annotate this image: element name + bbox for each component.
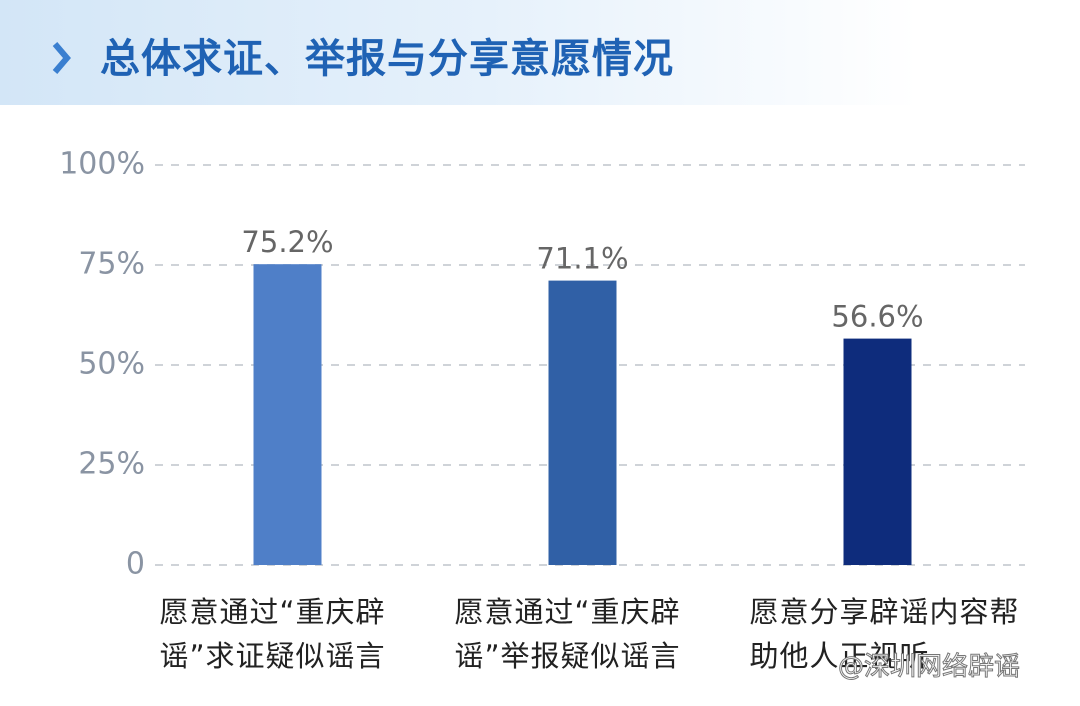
y-tick-label: 25% (78, 447, 145, 482)
value-label: 56.6% (831, 300, 923, 334)
bar (548, 280, 617, 565)
watermark: @深圳网络辟谣 (837, 652, 1021, 683)
y-tick-label: 75% (78, 247, 145, 282)
header-band (0, 0, 1080, 105)
x-tick-label: 愿意通过“重庆辟谣”举报疑似谣言 (454, 595, 681, 673)
y-tick-label: 100% (59, 147, 145, 182)
chart-title: 总体求证、举报与分享意愿情况 (100, 36, 674, 82)
y-tick-label: 0 (126, 547, 145, 582)
bar (253, 264, 322, 565)
x-tick-label: 愿意分享辟谣内容帮助他人正视听 (749, 595, 1020, 673)
title-chevron (52, 42, 71, 74)
value-label: 75.2% (241, 225, 333, 259)
y-tick-label: 50% (78, 347, 145, 382)
value-label: 71.1% (536, 242, 628, 276)
bar (843, 338, 912, 565)
x-tick-label: 愿意通过“重庆辟谣”求证疑似谣言 (159, 595, 386, 673)
